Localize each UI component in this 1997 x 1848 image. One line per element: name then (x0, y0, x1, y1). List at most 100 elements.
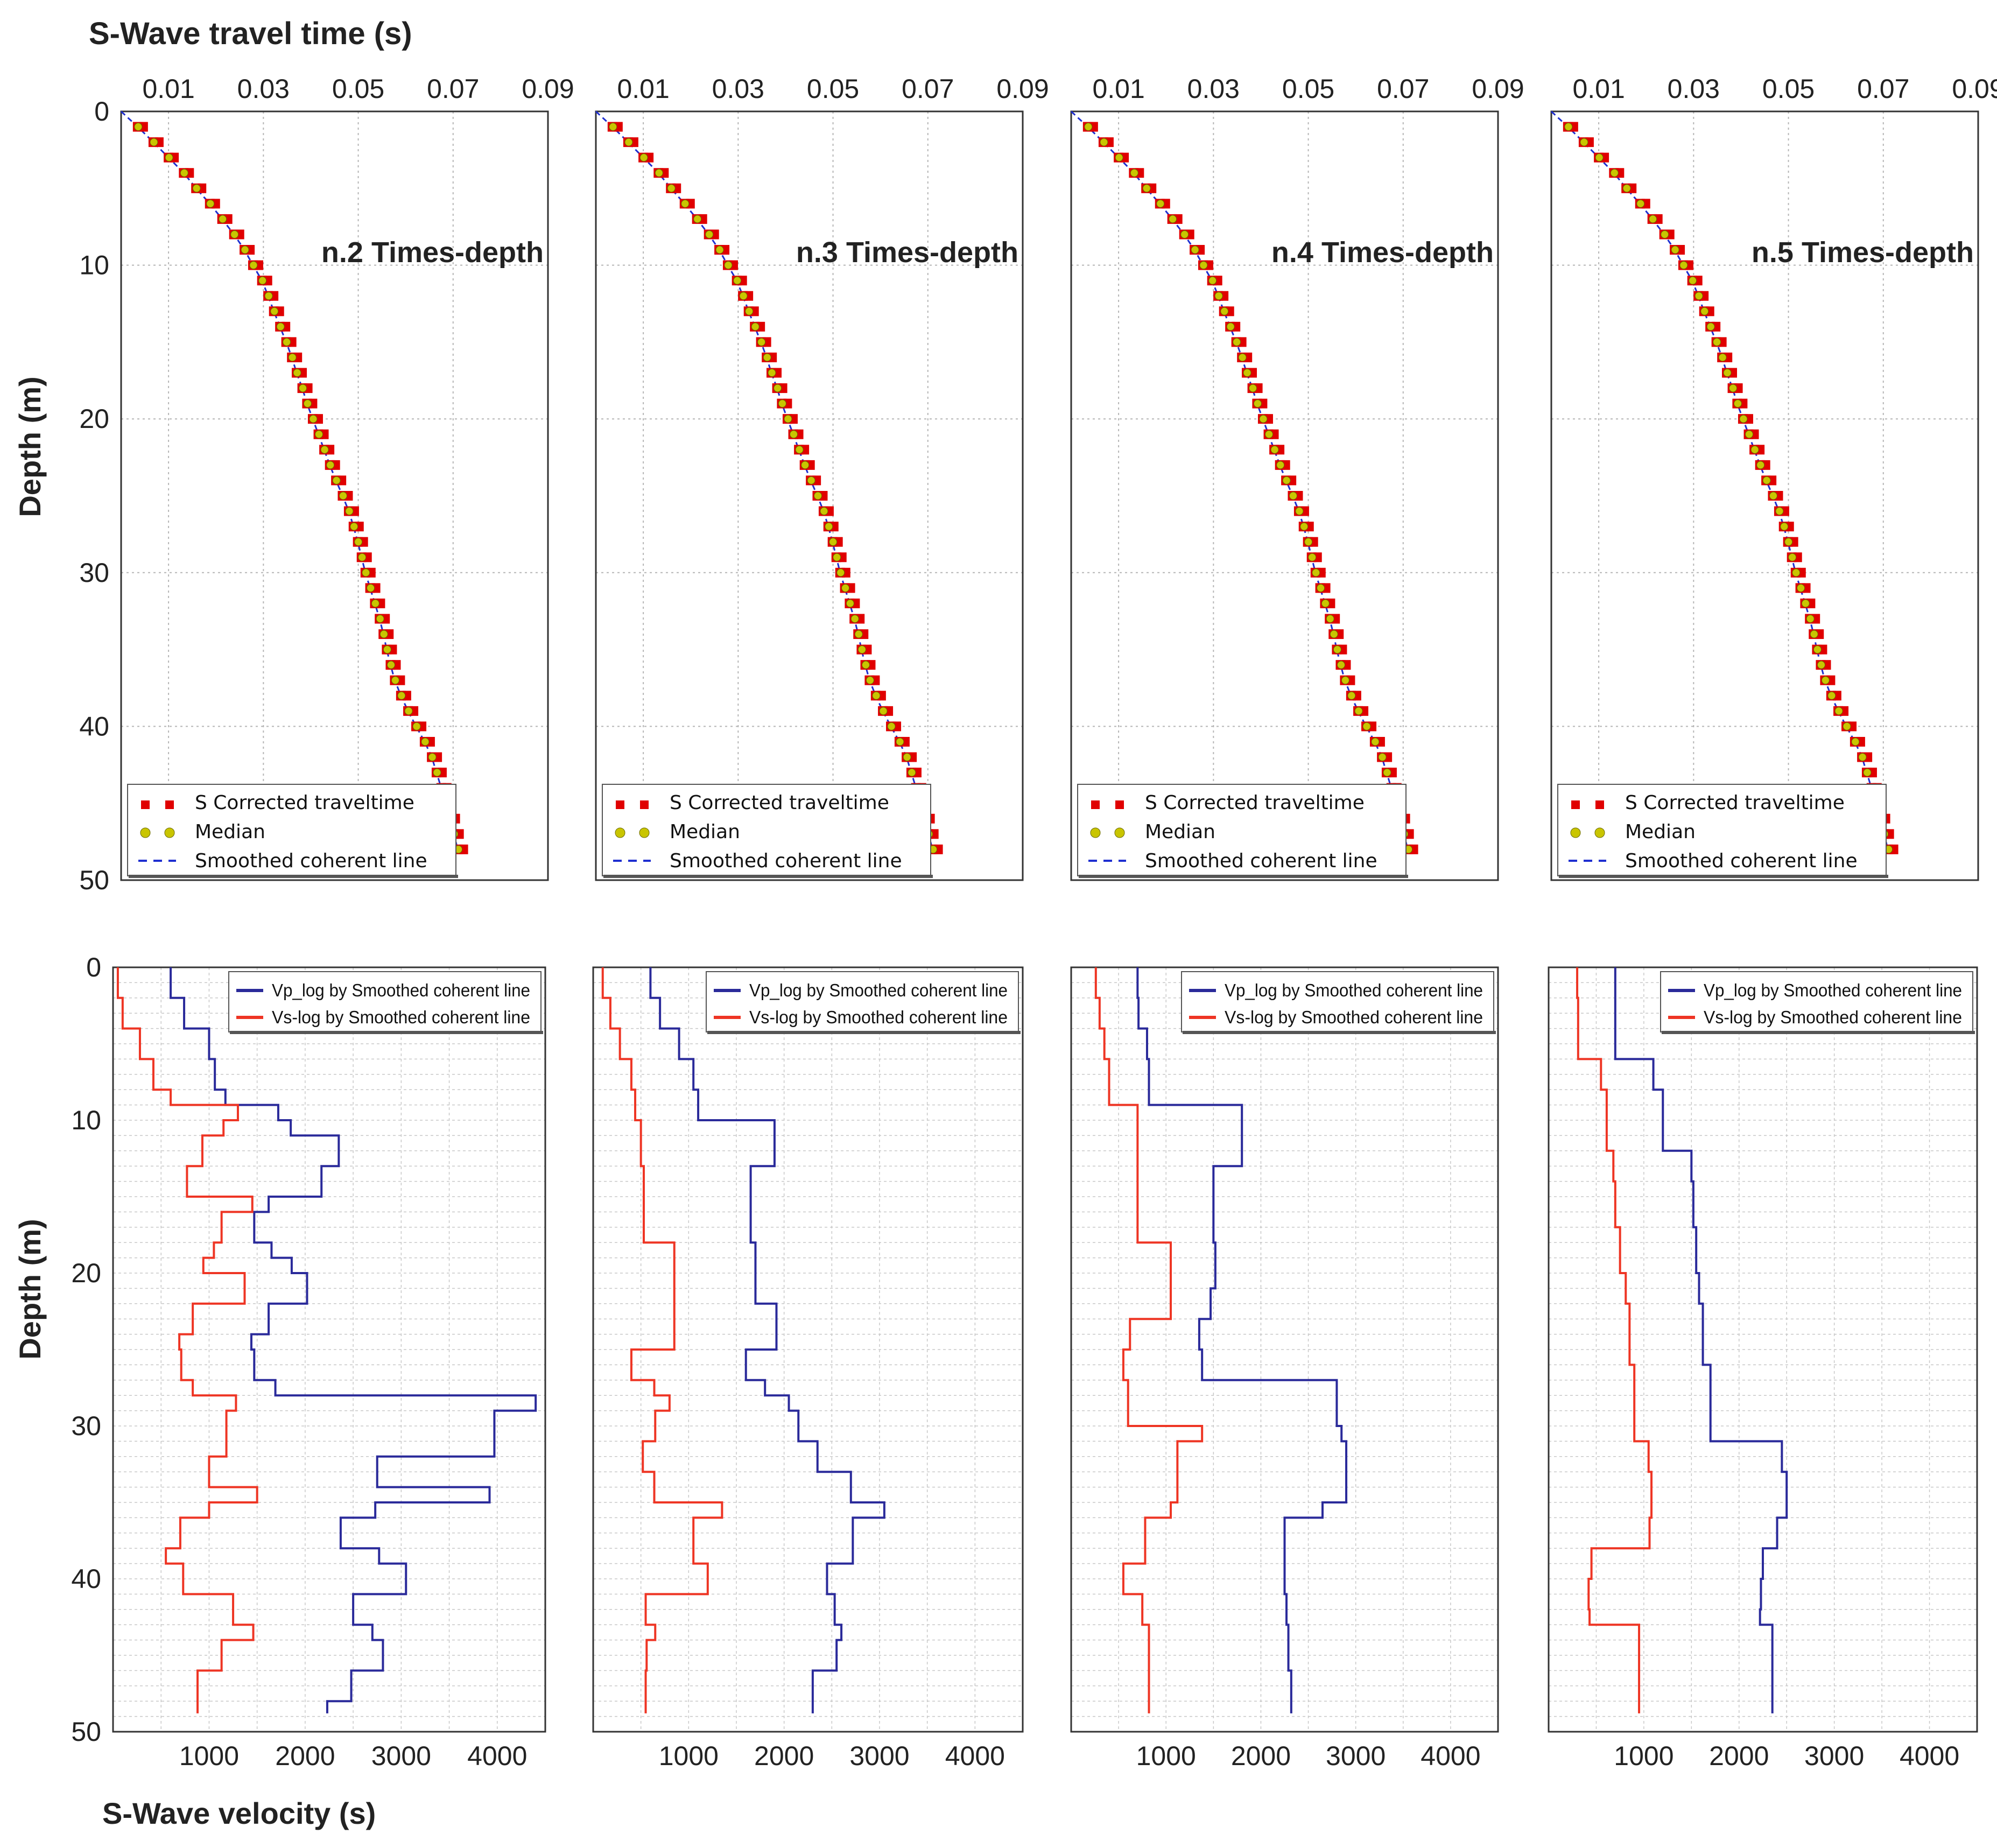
x-tick-label: 0.05 (1282, 74, 1334, 104)
legend-marker-corrected (141, 800, 150, 809)
x-tick-label: 0.07 (1377, 74, 1429, 104)
legend-marker-median (639, 827, 650, 838)
median-point (1679, 261, 1688, 270)
median-point (230, 230, 239, 238)
median-point (1337, 660, 1345, 669)
median-point (833, 553, 841, 561)
median-point (258, 276, 267, 285)
median-point (1636, 199, 1645, 208)
vp-log-line (649, 967, 885, 1713)
plot-frame (1550, 110, 1979, 881)
median-point (1649, 215, 1657, 223)
legend-box (1660, 971, 1973, 1032)
median-point (715, 245, 724, 254)
median-point (1259, 414, 1268, 423)
median-point (362, 568, 370, 577)
median-point (288, 353, 297, 362)
median-point (841, 584, 850, 592)
x-tick-label: 1000 (1136, 1741, 1196, 1771)
median-point (1191, 245, 1199, 254)
legend-shadow (230, 1031, 543, 1034)
plot-frame (120, 110, 549, 881)
median-point (1347, 691, 1356, 700)
x-tick-label: 0.03 (1668, 74, 1720, 104)
panel-title: n.3 Times-depth (796, 236, 1018, 269)
y-tick-label: 50 (79, 865, 109, 895)
x-tick-label: 0.05 (1762, 74, 1815, 104)
median-point (1326, 614, 1334, 623)
plot-frame (1070, 966, 1499, 1733)
median-point (1739, 414, 1748, 423)
legend-label-vp: Vp_log by Smoothed coherent line (272, 980, 530, 1000)
median-point (879, 707, 888, 715)
median-point (1622, 184, 1631, 193)
x-tick-label: 0.05 (332, 74, 384, 104)
median-point (1817, 660, 1825, 669)
x-tick-label: 0.09 (1472, 74, 1524, 104)
legend-label-corrected: S Corrected traveltime (1145, 792, 1365, 814)
median-point (1300, 522, 1309, 531)
median-point (1084, 123, 1093, 131)
median-point (1169, 215, 1177, 223)
median-point (667, 184, 676, 193)
median-point (1317, 584, 1325, 592)
median-point (1858, 753, 1867, 762)
legend-marker-corrected (640, 800, 649, 809)
x-tick-label: 4000 (1900, 1741, 1959, 1771)
median-point (345, 507, 354, 516)
y-tick-label: 50 (71, 1717, 101, 1747)
median-point (1689, 276, 1697, 285)
median-point (1333, 645, 1341, 654)
median-point (320, 445, 329, 454)
plot-frame (592, 966, 1024, 1733)
median-point (270, 307, 279, 315)
legend-shadow (1559, 875, 1888, 878)
median-point (339, 491, 347, 500)
median-point (1220, 307, 1229, 315)
median-point (354, 538, 363, 546)
median-point (705, 230, 714, 238)
x-tick-label: 2000 (754, 1741, 814, 1771)
median-point (1797, 584, 1805, 592)
median-point (1156, 199, 1165, 208)
median-point (854, 630, 863, 638)
median-point (1723, 369, 1732, 377)
median-point (150, 138, 158, 146)
top-row-ylabel: Depth (m) (13, 376, 47, 517)
median-point (1253, 399, 1262, 408)
legend-shadow (1662, 1031, 1975, 1034)
y-tick-label: 30 (71, 1411, 101, 1441)
median-point (293, 369, 301, 377)
median-point (1733, 399, 1742, 408)
median-point (1289, 491, 1297, 500)
x-tick-label: 0.09 (996, 74, 1049, 104)
legend-label-median: Median (1145, 821, 1215, 843)
median-point (1700, 307, 1709, 315)
median-point (1304, 538, 1313, 546)
median-point (757, 338, 766, 346)
median-point (1341, 676, 1349, 685)
median-point (1233, 338, 1241, 346)
median-point (745, 307, 754, 315)
x-tick-label: 0.03 (237, 74, 290, 104)
median-point (412, 722, 421, 730)
median-point (813, 491, 822, 500)
legend-box (127, 784, 456, 876)
median-point (376, 614, 384, 623)
median-point (655, 168, 663, 177)
legend-label-vs: Vs-log by Smoothed coherent line (272, 1007, 530, 1027)
travel-time-panel-4: 0.01 0.03 0.05 0.07 0.09 n.4 Times-depth S Cor… (1070, 74, 1524, 881)
median-point (367, 584, 375, 592)
x-tick-label: 0.07 (902, 74, 954, 104)
median-point (421, 737, 430, 746)
plot-frame (1548, 966, 1978, 1733)
median-point (1813, 645, 1822, 654)
x-tick-label: 0.03 (1187, 74, 1240, 104)
median-point (1834, 707, 1843, 715)
legend-box (228, 971, 542, 1032)
bottom-row-xlabel: S-Wave velocity (s) (102, 1796, 376, 1830)
median-point (1718, 353, 1727, 362)
median-point (624, 138, 633, 146)
x-tick-label: 2000 (1709, 1741, 1769, 1771)
velocity-log-panel-3: 1000 2000 3000 4000 Vp_log by Smoothed coher… (592, 966, 1024, 1771)
